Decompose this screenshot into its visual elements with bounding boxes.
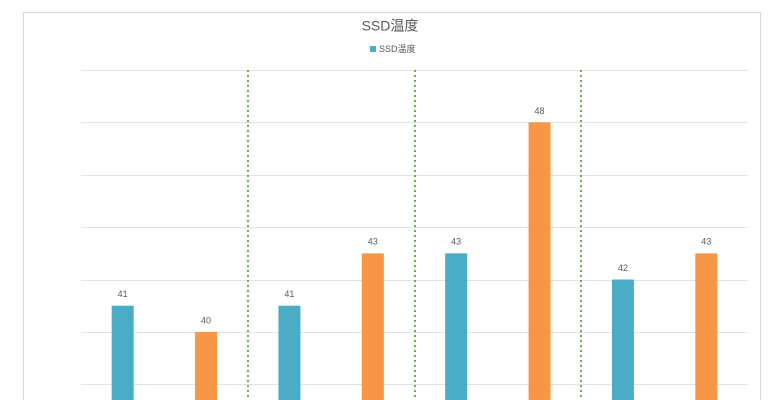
- bar: [361, 253, 384, 400]
- bar: [111, 305, 134, 400]
- value-label: 41: [284, 289, 294, 299]
- bar: [445, 253, 468, 400]
- bar: [611, 279, 634, 400]
- value-label: 48: [535, 106, 545, 116]
- bar: [278, 305, 301, 400]
- bar: [695, 253, 718, 400]
- chart-title: SSD温度: [362, 18, 419, 34]
- value-label: 41: [118, 289, 128, 299]
- value-label: 43: [368, 237, 378, 247]
- value-label: 43: [451, 237, 461, 247]
- value-label: 42: [618, 263, 628, 273]
- chart-frame: [23, 12, 761, 400]
- value-label: 43: [701, 237, 711, 247]
- legend-swatch: [370, 46, 376, 52]
- value-label: 40: [201, 315, 211, 325]
- bar: [528, 122, 551, 400]
- legend-label: SSD温度: [379, 43, 416, 54]
- separators: [247, 70, 582, 400]
- bar: [195, 331, 218, 400]
